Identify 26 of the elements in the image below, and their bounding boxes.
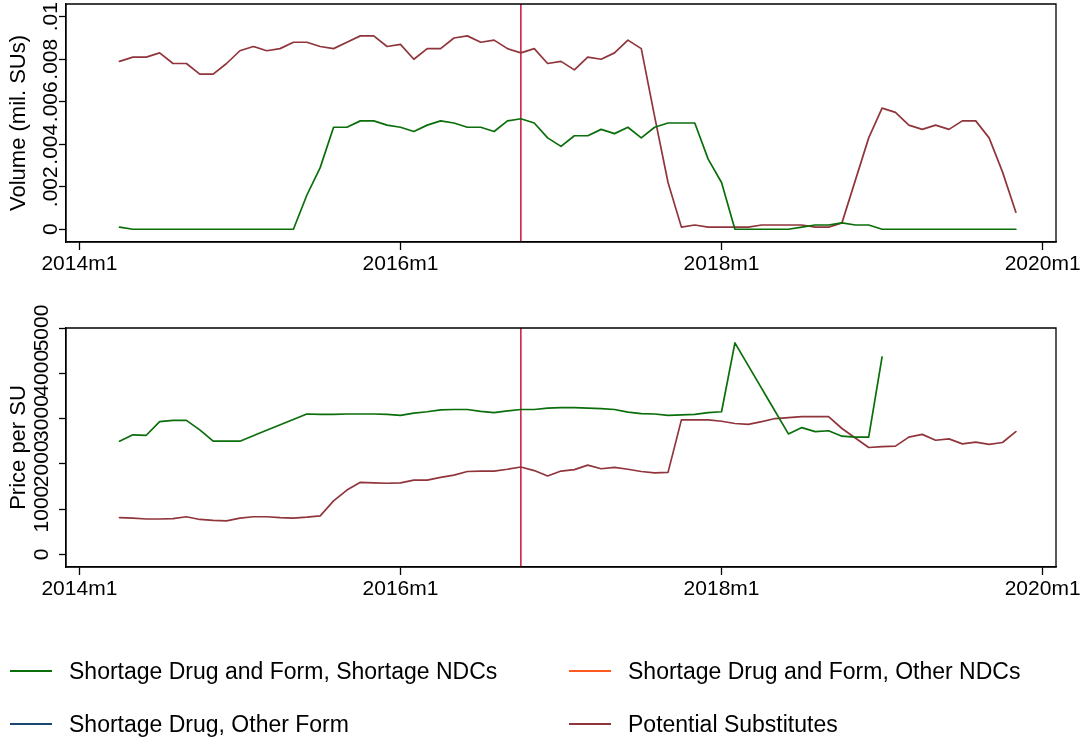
legend-label: Shortage Drug and Form, Other NDCs	[628, 658, 1021, 685]
y-tick-label: .002	[38, 166, 61, 208]
x-tick-label: 2018m1	[683, 251, 760, 275]
x-tick-label: 2016m1	[362, 576, 439, 600]
y-tick-label: 5000	[29, 304, 52, 352]
y-axis-title: Price per SU	[5, 385, 31, 510]
y-tick-label: 0	[38, 223, 61, 236]
y-tick-label: .01	[38, 2, 61, 32]
legend-label: Shortage Drug, Other Form	[69, 711, 349, 738]
x-tick-label: 2014m1	[41, 576, 118, 600]
x-tick-label: 2020m1	[1004, 576, 1081, 600]
y-tick-label: 3000	[29, 395, 52, 442]
legend-label: Potential Substitutes	[628, 711, 838, 738]
y-tick-label: .006	[38, 81, 61, 123]
y-tick-label: .008	[38, 38, 61, 80]
y-tick-label: 2000	[29, 440, 52, 488]
x-tick-label: 2014m1	[41, 251, 118, 275]
y-tick-label: 4000	[29, 349, 52, 397]
x-tick-label: 2018m1	[683, 576, 760, 600]
legend-label: Shortage Drug and Form, Shortage NDCs	[69, 658, 498, 685]
x-tick-label: 2016m1	[362, 251, 439, 275]
y-tick-label: .004	[38, 123, 61, 165]
x-tick-label: 2020m1	[1004, 251, 1081, 275]
y-axis-title: Volume (mil. SUs)	[5, 34, 31, 212]
y-tick-label: 0	[29, 548, 52, 561]
y-tick-label: 1000	[29, 485, 52, 533]
